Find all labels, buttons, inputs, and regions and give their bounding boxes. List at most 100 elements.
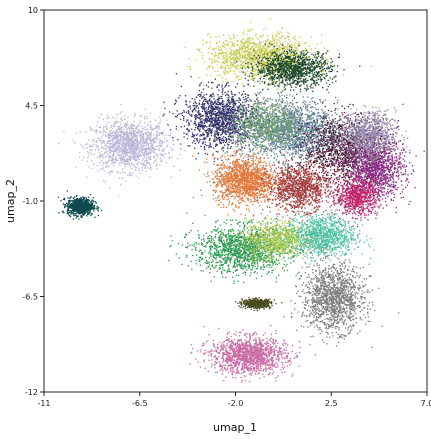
scatter-point [72,201,73,202]
scatter-point [302,62,303,63]
scatter-point [289,79,290,80]
scatter-point [287,36,288,37]
scatter-point [113,147,114,148]
scatter-point [318,76,319,77]
scatter-point [276,45,277,46]
scatter-point [328,68,329,69]
scatter-point [270,78,271,79]
scatter-point [104,148,105,149]
scatter-point [161,155,162,156]
scatter-point [302,69,303,70]
scatter-point [267,35,268,36]
scatter-point [130,173,131,174]
scatter-point [209,59,210,60]
scatter-point [121,132,122,133]
scatter-point [69,201,70,202]
scatter-point [243,47,244,48]
scatter-point [148,149,149,150]
scatter-point [245,42,246,43]
scatter-point [287,83,288,84]
scatter-point [147,167,148,168]
scatter-point [274,86,275,87]
scatter-point [162,155,163,156]
scatter-point [332,79,333,80]
scatter-point [99,132,100,133]
scatter-point [294,77,295,78]
scatter-point [236,69,237,70]
scatter-point [222,58,223,59]
scatter-point [310,66,311,67]
scatter-point [204,61,205,62]
scatter-point [133,146,134,147]
scatter-point [99,156,100,157]
scatter-point [299,73,300,74]
scatter-point [237,50,238,51]
scatter-point [270,51,271,52]
scatter-point [64,206,65,207]
scatter-point [324,68,325,69]
scatter-point [125,145,126,146]
scatter-point [269,69,270,70]
scatter-point [98,145,99,146]
scatter-point [298,58,299,59]
scatter-point [127,159,128,160]
scatter-point [144,145,145,146]
scatter-point [91,208,92,209]
scatter-point [86,176,87,177]
scatter-point [130,166,131,167]
scatter-point [146,133,147,134]
scatter-point [279,72,280,73]
scatter-point [328,80,329,81]
scatter-point [226,52,227,53]
scatter-point [155,120,156,121]
scatter-point [84,212,85,213]
scatter-point [272,80,273,81]
scatter-point [154,141,155,142]
scatter-point [142,145,143,146]
scatter-point [267,62,268,63]
scatter-point [260,47,261,48]
scatter-point [291,87,292,88]
scatter-point [117,130,118,131]
scatter-point [252,76,253,77]
scatter-point [217,62,218,63]
scatter-point [211,58,212,59]
scatter-point [276,50,277,51]
scatter-point [164,135,165,136]
scatter-point [258,55,259,56]
scatter-point [305,61,306,62]
scatter-point [238,108,239,109]
scatter-point [156,135,157,136]
scatter-point [111,160,112,161]
scatter-point [124,172,125,173]
scatter-point [266,48,267,49]
scatter-point [237,53,238,54]
scatter-point [319,62,320,63]
scatter-point [258,62,259,63]
scatter-point [100,169,101,170]
scatter-point [301,66,302,67]
scatter-point [101,140,102,141]
scatter-point [274,80,275,81]
scatter-point [334,65,335,66]
scatter-point [77,202,78,203]
scatter-point [274,46,275,47]
scatter-point [220,67,221,68]
scatter-point [210,37,211,38]
scatter-point [311,36,312,37]
scatter-point [214,48,215,49]
scatter-point [293,82,294,83]
scatter-point [189,145,190,146]
scatter-point [233,63,234,64]
scatter-point [254,71,255,72]
scatter-point [160,139,161,140]
scatter-point [276,58,277,59]
scatter-point [318,53,319,54]
scatter-point [150,142,151,143]
scatter-point [121,140,122,141]
scatter-point [209,33,210,34]
scatter-point [118,195,119,196]
scatter-point [131,148,132,149]
scatter-point [75,209,76,210]
scatter-point [161,141,162,142]
